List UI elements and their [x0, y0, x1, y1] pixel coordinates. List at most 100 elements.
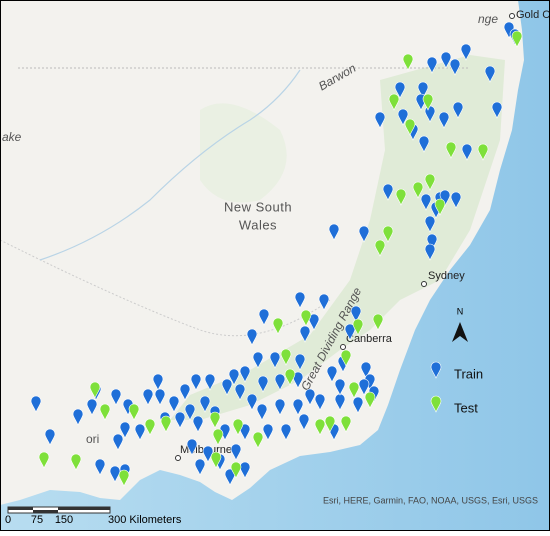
marker [112, 433, 124, 451]
marker [246, 328, 258, 346]
place-label: ori [86, 432, 99, 446]
marker [209, 411, 221, 429]
marker [142, 388, 154, 406]
marker [186, 438, 198, 456]
marker [210, 451, 222, 469]
scale-label: 75 [31, 514, 43, 526]
marker [252, 351, 264, 369]
marker [30, 395, 42, 413]
marker [272, 317, 284, 335]
marker [269, 351, 281, 369]
marker [204, 373, 216, 391]
markers [30, 21, 523, 487]
marker [372, 313, 384, 331]
marker [340, 349, 352, 367]
marker [239, 365, 251, 383]
marker [402, 53, 414, 71]
attribution: Esri, HERE, Garmin, FAO, NOAA, USGS, Esr… [323, 495, 538, 505]
marker [190, 373, 202, 391]
marker [314, 418, 326, 436]
marker [424, 173, 436, 191]
marker [394, 81, 406, 99]
marker [420, 193, 432, 211]
marker [491, 101, 503, 119]
marker [348, 381, 360, 399]
marker [328, 223, 340, 241]
marker [174, 411, 186, 429]
marker [134, 423, 146, 441]
place-label: Gold C [516, 9, 550, 21]
marker [417, 81, 429, 99]
marker [412, 181, 424, 199]
marker [154, 388, 166, 406]
marker [450, 191, 462, 209]
marker [221, 378, 233, 396]
marker [109, 465, 121, 483]
marker [274, 373, 286, 391]
marker [38, 451, 50, 469]
marker [308, 313, 320, 331]
scale-bar-seg [33, 510, 58, 513]
city-dot [421, 281, 427, 287]
marker [314, 393, 326, 411]
north-arrow [452, 322, 468, 342]
marker [299, 325, 311, 343]
marker [484, 65, 496, 83]
marker [294, 291, 306, 309]
marker [294, 353, 306, 371]
river [39, 69, 301, 261]
place-label: Canberra [346, 333, 393, 345]
marker [239, 461, 251, 479]
marker [274, 398, 286, 416]
marker [352, 396, 364, 414]
marker [199, 395, 211, 413]
marker [234, 383, 246, 401]
marker [232, 418, 244, 436]
legend-label: Train [454, 366, 483, 381]
city-dot [509, 13, 515, 19]
marker [99, 403, 111, 421]
place-label: New South [224, 199, 292, 214]
scale-bar-seg [58, 507, 110, 510]
city-dot [340, 344, 346, 350]
marker [424, 243, 436, 261]
marker [119, 421, 131, 439]
marker [374, 111, 386, 129]
marker [344, 323, 356, 341]
marker [382, 225, 394, 243]
marker [257, 375, 269, 393]
marker [252, 431, 264, 449]
marker [152, 373, 164, 391]
marker [511, 30, 523, 48]
marker [445, 141, 457, 159]
marker [128, 403, 140, 421]
marker [434, 198, 446, 216]
marker [430, 361, 442, 379]
marker [418, 135, 430, 153]
marker [388, 93, 400, 111]
scale-bar: 0 75 150 300 Kilometers [5, 506, 182, 526]
marker [340, 415, 352, 433]
marker [426, 233, 438, 251]
scale-label: 150 [55, 514, 73, 526]
legend-label: Test [454, 400, 478, 415]
place-label: Wales [239, 217, 277, 232]
marker [334, 378, 346, 396]
marker [461, 143, 473, 161]
marker [72, 408, 84, 426]
marker [118, 469, 130, 487]
marker [256, 403, 268, 421]
city-dot [175, 455, 181, 461]
marker [280, 348, 292, 366]
marker [239, 423, 251, 441]
marker [438, 111, 450, 129]
marker [350, 305, 362, 323]
marker [374, 239, 386, 257]
marker [230, 461, 242, 479]
marker [212, 428, 224, 446]
marker [460, 43, 472, 61]
marker [318, 293, 330, 311]
marker [352, 318, 364, 336]
marker [160, 415, 172, 433]
